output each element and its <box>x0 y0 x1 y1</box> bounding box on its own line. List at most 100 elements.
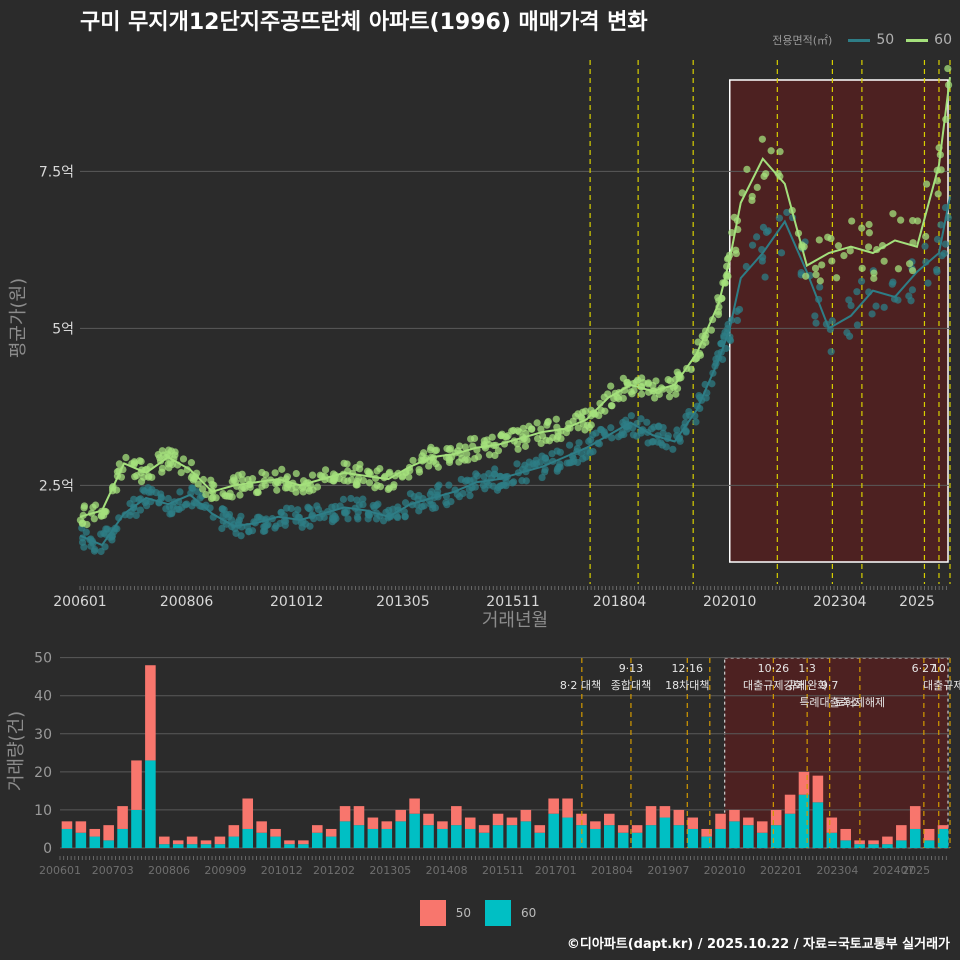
series-60-point <box>638 390 646 398</box>
series-50-point <box>157 490 165 498</box>
series-50-point <box>673 426 681 434</box>
series-60-point <box>373 467 381 475</box>
series-60-point <box>165 464 173 472</box>
series-60-point <box>271 480 280 488</box>
series-60-point <box>179 455 188 463</box>
bar-50 <box>298 840 309 845</box>
series-50-point <box>281 517 290 526</box>
series-60-point <box>590 410 598 418</box>
bar-y-tick-label: 50 <box>34 651 52 667</box>
legend-line-50 <box>848 38 871 42</box>
bar-50 <box>409 798 420 814</box>
bar-60 <box>715 828 726 848</box>
series-60-point <box>743 165 751 173</box>
series-50-point <box>908 286 917 294</box>
bar-legend-item-50: 50 <box>419 900 471 926</box>
series-60-point <box>278 465 286 473</box>
series-60-point <box>148 473 156 481</box>
series-60-point <box>673 368 681 376</box>
bar-60 <box>645 825 657 848</box>
series-50-point <box>847 301 855 310</box>
series-50-point <box>332 514 340 523</box>
series-60-point <box>762 170 770 178</box>
bar-50 <box>339 806 351 822</box>
bar-50 <box>242 798 254 829</box>
bottom-legend: 50 60 <box>0 900 960 926</box>
bar-50 <box>172 840 184 845</box>
bar-50 <box>743 817 754 826</box>
bar-50 <box>868 840 879 845</box>
series-50-point <box>313 502 321 510</box>
legend-item-60: 60 <box>906 32 952 48</box>
series-50-point <box>126 499 134 508</box>
bar-legend-item-60: 60 <box>485 900 536 926</box>
bar-50 <box>284 840 295 845</box>
series-60-point <box>365 479 374 487</box>
series-50-point <box>457 475 465 484</box>
series-60-point <box>815 236 823 244</box>
bar-50 <box>89 828 101 837</box>
series-60-point <box>544 418 552 427</box>
bar-60 <box>840 840 851 848</box>
bar-60 <box>868 844 879 848</box>
series-60-point <box>870 274 878 282</box>
series-50-point <box>420 502 428 510</box>
bar-x-tick-label: 201511 <box>482 864 524 877</box>
bar-legend-swatch-60 <box>485 900 511 926</box>
bar-60 <box>228 836 240 848</box>
series-60-point <box>714 311 723 319</box>
series-50-point <box>633 432 641 440</box>
series-60-point <box>373 481 381 489</box>
series-60-point <box>816 277 824 285</box>
bar-60 <box>617 832 629 848</box>
bar-60 <box>242 828 254 848</box>
policy-label: 대출규제강화 <box>743 679 804 692</box>
series-60-point <box>244 475 252 484</box>
series-50-point <box>692 418 700 426</box>
series-60-point <box>117 473 126 481</box>
x-tick-label: 201012 <box>270 594 323 610</box>
series-50-point <box>888 280 896 288</box>
series-60-point <box>858 224 866 232</box>
series-50-point <box>339 495 348 503</box>
policy-label: 9·13 <box>619 662 644 675</box>
series-60-point <box>574 410 582 418</box>
series-60-point <box>167 447 176 455</box>
bar-50 <box>673 809 685 826</box>
policy-label: 대출규제 <box>923 679 960 692</box>
bar-60 <box>854 844 865 848</box>
series-50-point <box>570 458 578 466</box>
policy-label: 10 <box>932 662 946 675</box>
series-60-point <box>758 135 766 143</box>
series-50-point <box>812 319 820 327</box>
bar-60 <box>395 821 406 848</box>
series-50-point <box>941 240 950 248</box>
bar-60 <box>381 828 393 848</box>
bar-50 <box>131 760 142 810</box>
series-60-point <box>865 229 873 237</box>
bar-50 <box>826 817 838 833</box>
bar-60 <box>673 825 685 848</box>
bar-y-tick-label: 10 <box>34 803 52 819</box>
series-50-point <box>218 524 226 533</box>
policy-label: 10·26 <box>758 662 790 675</box>
series-60-point <box>292 469 300 478</box>
bar-60 <box>311 832 323 848</box>
series-60-point <box>273 486 281 494</box>
bar-60 <box>256 832 267 848</box>
bar-legend-label-60: 60 <box>521 906 537 920</box>
series-60-point <box>429 457 437 465</box>
series-60-point <box>696 351 705 359</box>
series-50-point <box>385 506 393 514</box>
series-60-point <box>199 485 207 493</box>
series-50-point <box>429 504 437 512</box>
bar-60 <box>534 832 546 848</box>
bar-50 <box>437 821 448 829</box>
series-60-point <box>470 434 479 443</box>
series-50-point <box>659 424 667 432</box>
series-60-point <box>909 266 917 275</box>
bar-60 <box>478 832 490 848</box>
bar-50 <box>61 821 73 829</box>
series-60-point <box>238 476 247 484</box>
